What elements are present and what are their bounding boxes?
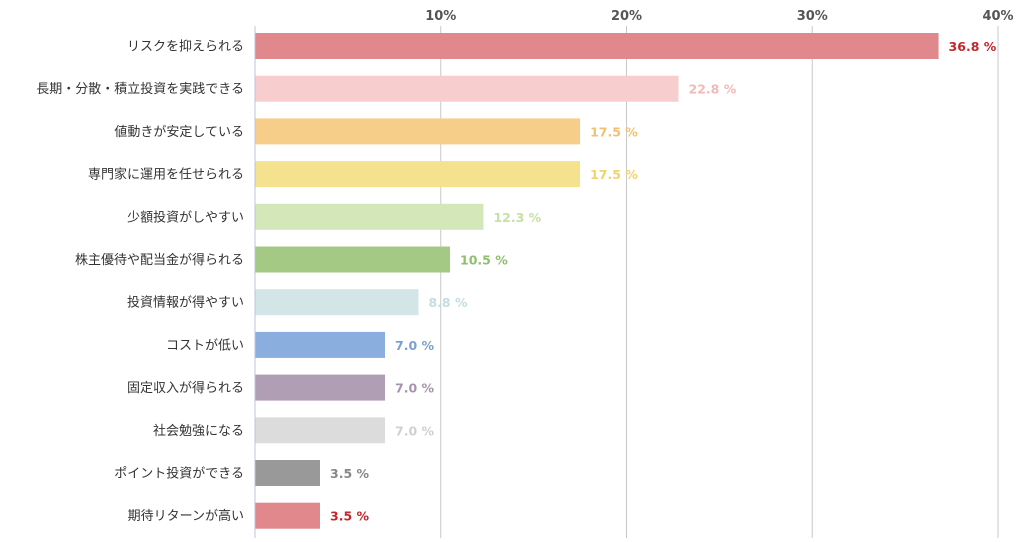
bar-3 xyxy=(255,161,581,188)
bars xyxy=(255,33,939,529)
value-label-0: 36.8 % xyxy=(949,39,997,54)
category-label-6: 投資情報が得やすい xyxy=(127,295,244,311)
category-label-3: 専門家に運用を任せられる xyxy=(88,167,244,183)
value-label-9: 7.0 % xyxy=(395,423,434,438)
value-label-10: 3.5 % xyxy=(330,466,369,481)
bar-9 xyxy=(255,417,386,444)
category-label-7: コストが低い xyxy=(166,338,244,353)
bar-7 xyxy=(255,331,386,358)
tick-label-40: 40% xyxy=(982,9,1013,24)
category-label-9: 社会勉強になる xyxy=(153,423,244,439)
bar-5 xyxy=(255,246,451,273)
value-label-4: 12.3 % xyxy=(493,210,541,225)
category-label-11: 期待リターンが高い xyxy=(128,508,244,524)
value-label-5: 10.5 % xyxy=(460,253,508,268)
category-label-8: 固定収入が得られる xyxy=(127,380,244,396)
value-label-2: 17.5 % xyxy=(590,124,638,139)
value-label-1: 22.8 % xyxy=(689,82,737,97)
category-label-0: リスクを抑えられる xyxy=(127,40,244,55)
tick-label-10: 10% xyxy=(425,9,456,24)
category-label-1: 長期・分散・積立投資を実践できる xyxy=(36,81,244,97)
value-label-6: 8.8 % xyxy=(428,295,467,310)
bar-4 xyxy=(255,203,484,230)
bar-1 xyxy=(255,75,679,102)
tick-label-20: 20% xyxy=(611,9,642,24)
value-label-3: 17.5 % xyxy=(590,167,638,182)
category-label-4: 少額投資がしやすい xyxy=(127,209,244,225)
value-label-8: 7.0 % xyxy=(395,381,434,396)
grid-lines xyxy=(440,26,999,538)
category-label-2: 値動きが安定している xyxy=(114,124,244,140)
category-label-5: 株主優待や配当金が得られる xyxy=(75,252,244,268)
bar-10 xyxy=(255,460,321,486)
value-label-7: 7.0 % xyxy=(395,338,434,353)
value-label-11: 3.5 % xyxy=(330,509,369,524)
x-axis-ticks: 10% 20% 30% 40% xyxy=(425,9,1013,24)
category-labels: リスクを抑えられる長期・分散・積立投資を実践できる値動きが安定している専門家に運… xyxy=(36,40,244,525)
bar-2 xyxy=(255,118,581,145)
tick-label-30: 30% xyxy=(797,9,828,24)
bar-11 xyxy=(255,502,321,529)
bar-6 xyxy=(255,289,419,316)
value-labels: 36.8 % 22.8 % 17.5 % 17.5 % 12.3 % 10.5 % 8.8 … xyxy=(330,39,997,524)
category-label-10: ポイント投資ができる xyxy=(114,466,244,482)
bar-8 xyxy=(255,374,386,401)
bar-0 xyxy=(255,33,939,59)
